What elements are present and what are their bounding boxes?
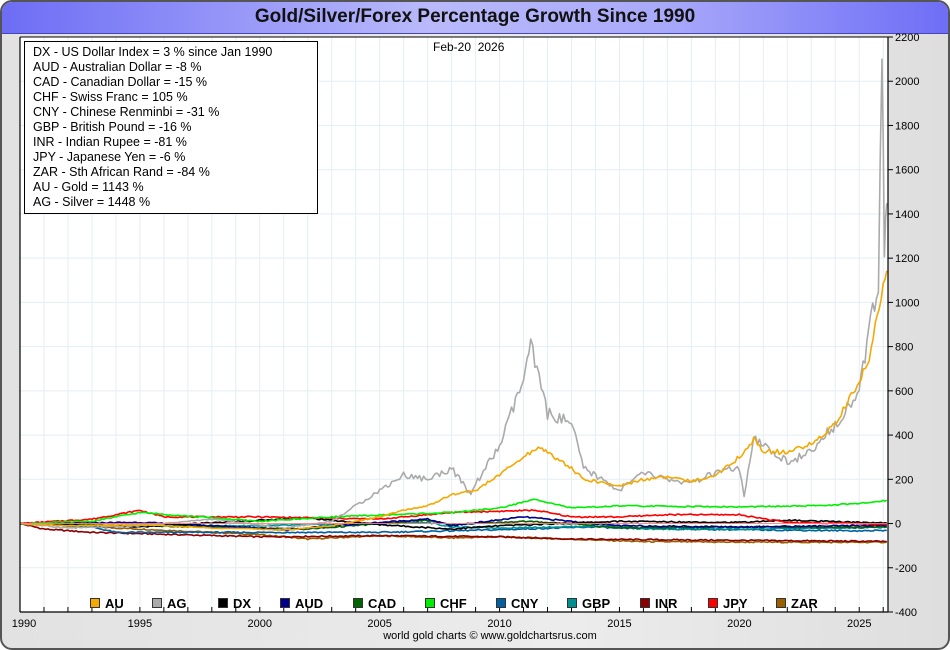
series-line-inr — [19, 522, 887, 543]
legend-swatch — [425, 598, 435, 608]
legend-swatch — [776, 598, 786, 608]
info-line: INR - Indian Rupee = -81 % — [33, 135, 187, 149]
info-line: CAD - Canadian Dollar = -15 % — [33, 75, 208, 89]
y-tick-label: 1800 — [895, 120, 919, 132]
chart-title: Gold/Silver/Forex Percentage Growth Sinc… — [254, 6, 696, 27]
legend-label: INR — [655, 595, 678, 611]
legend-item-dx: DX — [218, 595, 251, 611]
x-tick-label: 1995 — [128, 618, 152, 630]
legend-swatch — [218, 598, 228, 608]
info-line: CHF - Swiss Franc = 105 % — [33, 90, 188, 104]
legend-item-inr: INR — [640, 595, 677, 611]
y-tick-label: 1400 — [895, 209, 919, 221]
legend-swatch — [353, 598, 363, 608]
legend-label: CHF — [440, 595, 467, 611]
legend-item-au: AU — [90, 595, 124, 611]
y-tick-label: 2000 — [895, 76, 919, 88]
footer-credit: world gold charts © www.goldchartsrus.co… — [383, 630, 597, 642]
legend-label: AU — [105, 595, 124, 611]
legend-item-chf: CHF — [425, 595, 467, 611]
legend-swatch — [280, 598, 290, 608]
legend-label: AG — [167, 595, 187, 611]
y-tick-label: -400 — [895, 607, 917, 619]
x-tick-label: 2005 — [367, 618, 391, 630]
legend-label: AUD — [295, 595, 324, 611]
y-tick-label: 200 — [895, 474, 913, 486]
legend-label: CNY — [511, 595, 539, 611]
series-lines — [19, 58, 888, 544]
x-tick-label: 2000 — [248, 618, 272, 630]
info-box: DX - US Dollar Index = 3 % since Jan 199… — [24, 41, 318, 214]
info-line: JPY - Japanese Yen = -6 % — [33, 150, 186, 164]
y-tick-label: 1200 — [895, 253, 919, 265]
y-tick-label: 1600 — [895, 165, 919, 177]
legend-item-jpy: JPY — [708, 595, 748, 611]
y-tick-label: -200 — [895, 563, 917, 575]
x-tick-label: 2025 — [847, 618, 871, 630]
legend-swatch — [152, 598, 162, 608]
series-line-au — [19, 270, 888, 532]
x-tick-label: 2020 — [727, 618, 751, 630]
y-tick-label: 400 — [895, 430, 913, 442]
info-line: CNY - Chinese Renminbi = -31 % — [33, 105, 220, 119]
legend-label: CAD — [368, 595, 397, 611]
legend-item-cny: CNY — [496, 595, 538, 611]
legend-label: JPY — [723, 595, 748, 611]
y-tick-label: 600 — [895, 386, 913, 398]
info-line: AU - Gold = 1143 % — [33, 180, 144, 194]
x-tick-label: 1990 — [12, 618, 36, 630]
info-line: DX - US Dollar Index = 3 % since Jan 199… — [33, 45, 273, 59]
y-tick-label: 1000 — [895, 297, 919, 309]
date-label: Feb-20 2026 — [433, 40, 505, 54]
legend-label: ZAR — [791, 595, 818, 611]
title-bar — [2, 2, 948, 34]
series-line-zar — [19, 522, 887, 544]
info-line: GBP - British Pound = -16 % — [33, 120, 192, 134]
legend-item-ag: AG — [152, 595, 187, 611]
y-tick-label: 2200 — [895, 32, 919, 44]
info-line: ZAR - Sth African Rand = -84 % — [33, 165, 210, 179]
legend-item-zar: ZAR — [776, 595, 818, 611]
legend-label: DX — [233, 595, 252, 611]
info-line: AG - Silver = 1448 % — [33, 195, 151, 209]
legend-swatch — [496, 598, 506, 608]
legend-swatch — [708, 598, 718, 608]
info-line: AUD - Australian Dollar = -8 % — [33, 60, 202, 74]
legend-swatch — [640, 598, 650, 608]
legend-item-aud: AUD — [280, 595, 323, 611]
axes: -400 -200 0 200 400 600 800 1000 1200 1400 1600 180… — [12, 32, 920, 630]
legend-label: GBP — [582, 595, 611, 611]
legend-swatch — [567, 598, 577, 608]
legend-swatch — [90, 598, 100, 608]
x-tick-label: 2010 — [487, 618, 511, 630]
y-tick-label: 800 — [895, 342, 913, 354]
x-tick-label: 2015 — [607, 618, 631, 630]
legend-item-cad: CAD — [353, 595, 396, 611]
series-line-chf — [19, 498, 888, 525]
y-tick-label: 0 — [895, 519, 901, 531]
legend-item-gbp: GBP — [567, 595, 610, 611]
